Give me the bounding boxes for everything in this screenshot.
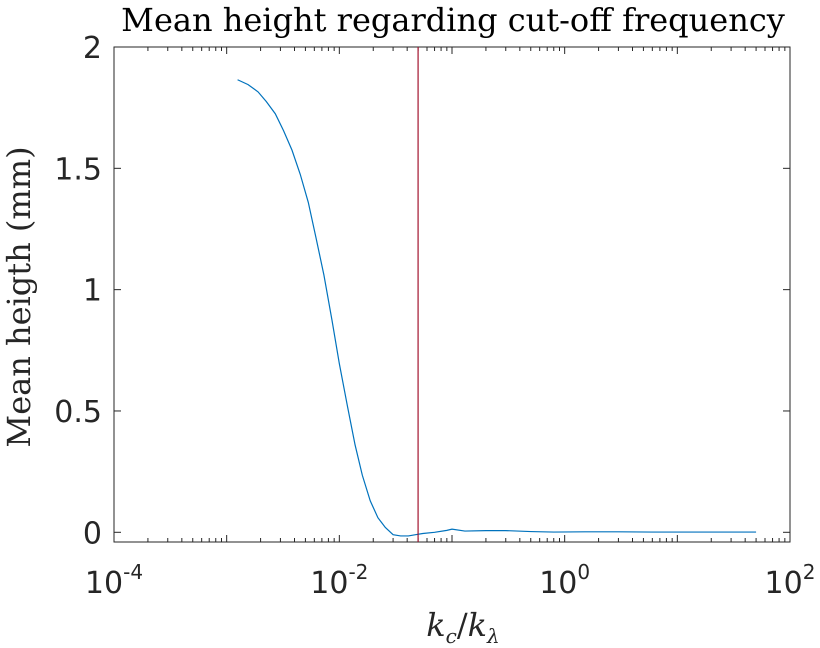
x-tick-label-exponent: -4 [123,560,143,584]
series-line [237,79,757,537]
plot-area [113,46,791,543]
x-tick-label-base: 10 [539,566,577,601]
x-tick-labels: 10-4 10-2 100 102 [85,560,816,601]
x-tick-label: 10-2 [310,560,368,601]
x-tick-label: 10-4 [85,560,143,601]
major-ticks [113,46,791,542]
x-tick-label-base: 10 [85,566,123,601]
y-tick-label: 1.5 [54,152,102,187]
x-axis-label-slash: / [457,606,468,644]
minor-ticks [147,47,786,542]
y-tick-labels: 0 0.5 1 1.5 2 [54,31,102,551]
x-tick-label: 102 [765,560,816,601]
chart-title: Mean height regarding cut-off frequency [121,1,785,39]
x-tick-label-exponent: 2 [803,560,816,584]
y-tick-label: 0 [83,516,102,551]
y-tick-label: 2 [83,31,102,66]
y-tick-label: 0.5 [54,395,102,430]
x-tick-label: 100 [539,560,590,601]
x-tick-label-exponent: 0 [577,560,590,584]
x-tick-label-exponent: -2 [348,560,368,584]
x-axis-label-sub1: c [446,624,457,648]
y-tick-label: 1 [83,274,102,309]
x-axis-label: kc/kλ [426,606,499,648]
x-axis-label-k2: k [468,606,487,644]
x-axis-label-sub2: λ [486,624,500,648]
x-tick-label-base: 10 [310,566,348,601]
x-axis-label-k1: k [426,606,445,644]
x-tick-label-base: 10 [765,566,803,601]
y-axis-label: Mean heigth (mm) [0,146,38,447]
